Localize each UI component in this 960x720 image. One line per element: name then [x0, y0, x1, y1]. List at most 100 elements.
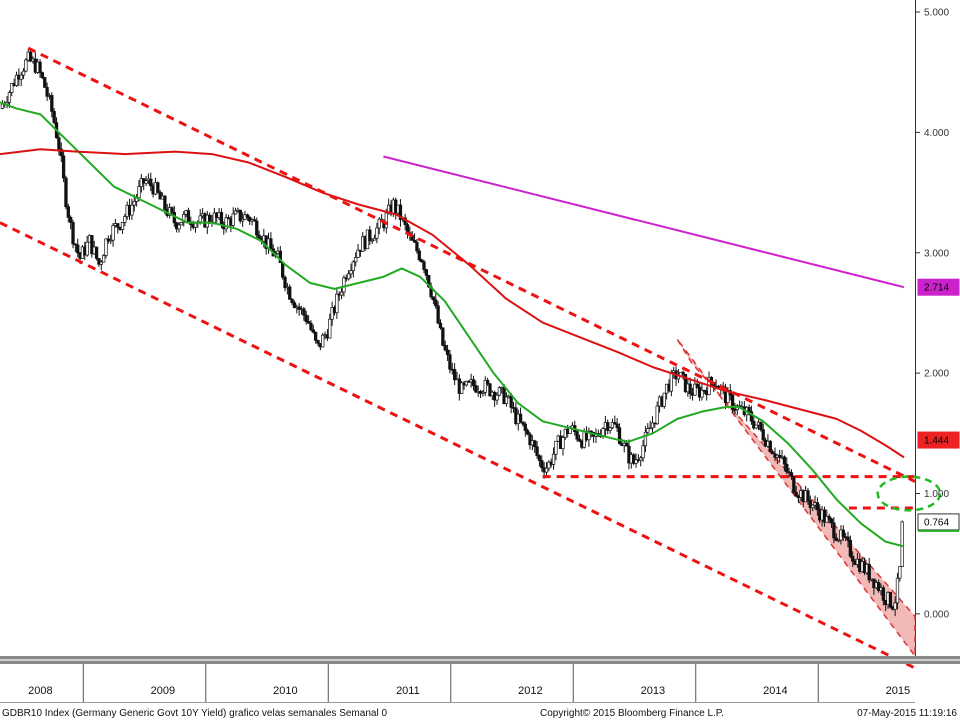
candle-body	[73, 243, 78, 246]
candle-body	[624, 442, 629, 447]
candle-body	[130, 204, 134, 216]
candle-body	[233, 210, 238, 215]
candle-body	[90, 235, 94, 255]
candle-body	[349, 270, 353, 275]
candle-body	[354, 257, 358, 263]
candle-body	[43, 77, 47, 88]
x-axis: 2008 2009 2010 2011 2012 2013 2014 2015	[0, 656, 960, 703]
candle-body	[179, 222, 184, 226]
candle-body	[641, 445, 645, 459]
candle-body	[321, 334, 325, 348]
candle-body	[900, 521, 904, 567]
candle-body	[577, 438, 582, 442]
year-label: 2015	[886, 685, 910, 697]
candle-body	[841, 529, 845, 538]
candle-body	[867, 563, 871, 581]
candle-body	[452, 369, 457, 381]
candle-body	[85, 241, 89, 256]
moving-average-line	[0, 148, 905, 459]
price-marker-badge	[917, 431, 960, 449]
price-marker-label: 0.764	[924, 517, 949, 528]
candle-body	[806, 490, 810, 501]
year-label: 2010	[273, 685, 297, 697]
candle-body	[290, 298, 294, 304]
instrument-label: GDBR10 Index (Germany Generic Govt 10Y Y…	[2, 708, 387, 719]
year-label: 2012	[518, 685, 542, 697]
y-tick-label: 1.000	[924, 489, 949, 500]
candle-body	[443, 345, 447, 351]
candle-body	[895, 577, 900, 604]
candle-body	[316, 339, 320, 344]
candle-body	[646, 428, 650, 433]
price-marker-badge	[917, 278, 960, 296]
candle-body	[375, 227, 379, 239]
candle-body	[754, 424, 758, 429]
year-label: 2011	[396, 685, 420, 697]
candle-body	[412, 240, 417, 243]
candle-body	[794, 492, 798, 497]
candle-body	[587, 430, 591, 441]
candle-body	[441, 327, 445, 346]
candle-body	[309, 322, 313, 331]
candle-body	[252, 219, 257, 222]
candle-body	[525, 430, 530, 435]
candle-body	[808, 500, 812, 509]
candle-body	[474, 385, 478, 393]
candle-body	[231, 213, 235, 226]
candle-body	[144, 180, 148, 184]
y-tick-label: 4.000	[924, 128, 949, 139]
price-markers: 2.714 1.444 0.764	[917, 278, 960, 532]
candle-body	[170, 207, 174, 213]
y-tick-label: 0.000	[924, 609, 949, 620]
candle-body	[544, 467, 549, 473]
candle-body	[248, 216, 252, 222]
candle-body	[693, 383, 697, 396]
candle-body	[238, 209, 242, 222]
trendline	[0, 221, 916, 670]
candle-body	[669, 372, 673, 392]
moving-average-line	[0, 101, 905, 548]
candle-body	[509, 395, 513, 408]
plot-background	[0, 0, 915, 660]
year-label: 2013	[641, 685, 665, 697]
candle-body	[288, 286, 292, 300]
candle-body	[431, 296, 436, 301]
candle-body	[257, 234, 261, 239]
candle-body	[339, 291, 344, 296]
candle-body	[45, 87, 49, 97]
candle-body	[518, 413, 523, 423]
candle-body	[342, 277, 346, 293]
candle-body	[575, 431, 579, 440]
candle-body	[415, 241, 419, 252]
price-marker-label: 2.714	[924, 283, 949, 294]
candle-body	[752, 420, 756, 429]
candle-body	[182, 214, 186, 223]
candle-body	[846, 536, 850, 541]
candle-body	[76, 244, 80, 254]
candle-body	[681, 371, 685, 375]
candle-body	[10, 83, 14, 93]
candle-body	[836, 539, 841, 542]
candle-body	[648, 427, 652, 430]
candle-body	[24, 59, 28, 72]
candle-body	[448, 354, 452, 370]
candle-body	[427, 275, 431, 288]
candle-body	[792, 475, 796, 493]
candle-body	[471, 379, 476, 387]
candle-body	[419, 259, 424, 263]
candle-body	[551, 453, 556, 465]
candle-body	[149, 178, 153, 187]
candle-body	[848, 539, 853, 557]
candle-body	[528, 433, 532, 446]
candle-body	[540, 460, 544, 469]
candle-body	[193, 222, 198, 228]
candle-body	[278, 250, 282, 264]
candle-body	[97, 258, 101, 265]
candle-body	[116, 223, 120, 228]
candle-body	[485, 379, 490, 385]
candle-body	[335, 293, 339, 314]
candle-body	[356, 249, 360, 258]
candle-body	[610, 422, 615, 429]
candle-body	[304, 314, 308, 322]
